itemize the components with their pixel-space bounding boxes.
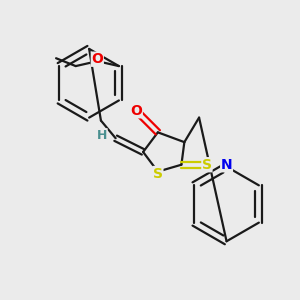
Text: H: H: [97, 129, 107, 142]
Text: N: N: [221, 158, 232, 172]
Text: S: S: [202, 158, 212, 172]
Text: S: S: [153, 167, 163, 181]
Text: O: O: [92, 52, 103, 66]
Text: O: O: [130, 104, 142, 118]
